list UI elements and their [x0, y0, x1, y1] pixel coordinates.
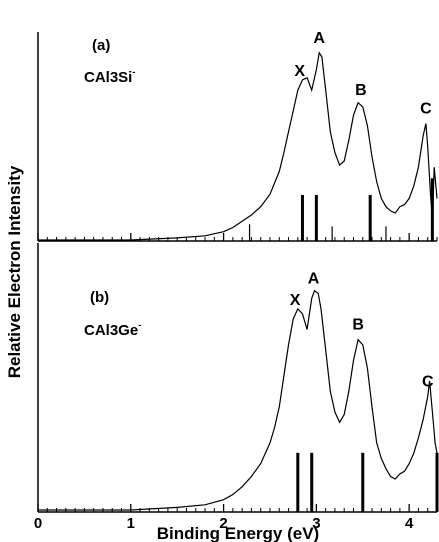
panel-b-label: (b): [90, 289, 109, 306]
peak-label-b-b: B: [352, 317, 364, 334]
panel-b-species-base: CAl3Ge: [84, 322, 138, 339]
peak-label-b-x: X: [290, 292, 301, 309]
y-axis-title: Relative Electron Intensity: [5, 165, 24, 378]
panel-a-stick-lines: [248, 178, 434, 241]
peak-label-b-c: C: [422, 373, 434, 390]
peak-label-a-x: X: [294, 63, 305, 80]
panel-a-species-charge: -: [132, 67, 135, 77]
x-tick-label-0: 0: [34, 515, 42, 532]
peak-label-a-c: C: [420, 101, 432, 118]
panel-a-species: CAl3Si-: [84, 67, 135, 86]
x-tick-label-3: 3: [312, 515, 320, 532]
x-tick-label-4: 4: [405, 515, 414, 532]
x-axis-title: Binding Energy (eV): [157, 524, 319, 542]
panel-b-stick-lines: [296, 452, 439, 512]
panel-b-ticks: [37, 504, 438, 512]
panel-a-label: (a): [92, 37, 110, 54]
panel-b-species-charge: -: [138, 320, 141, 330]
panel-a-peak-labels: XA B C: [294, 30, 432, 118]
x-tick-labels: 0 1 2 3 4: [34, 515, 414, 532]
x-tick-label-2: 2: [219, 515, 227, 532]
panel-b-species: CAl3Ge-: [84, 320, 141, 339]
panel-b-peak-labels: XA B C: [290, 270, 434, 390]
panel-a-species-base: CAl3Si: [84, 69, 132, 86]
panel-b-spectrum-line: [38, 289, 438, 511]
peak-label-b-a: A: [308, 270, 320, 287]
x-tick-label-1: 1: [127, 515, 135, 532]
peak-label-a-b: B: [355, 82, 367, 99]
panel-a-spectrum-line: [38, 51, 438, 241]
peak-label-a-a: A: [313, 30, 325, 47]
